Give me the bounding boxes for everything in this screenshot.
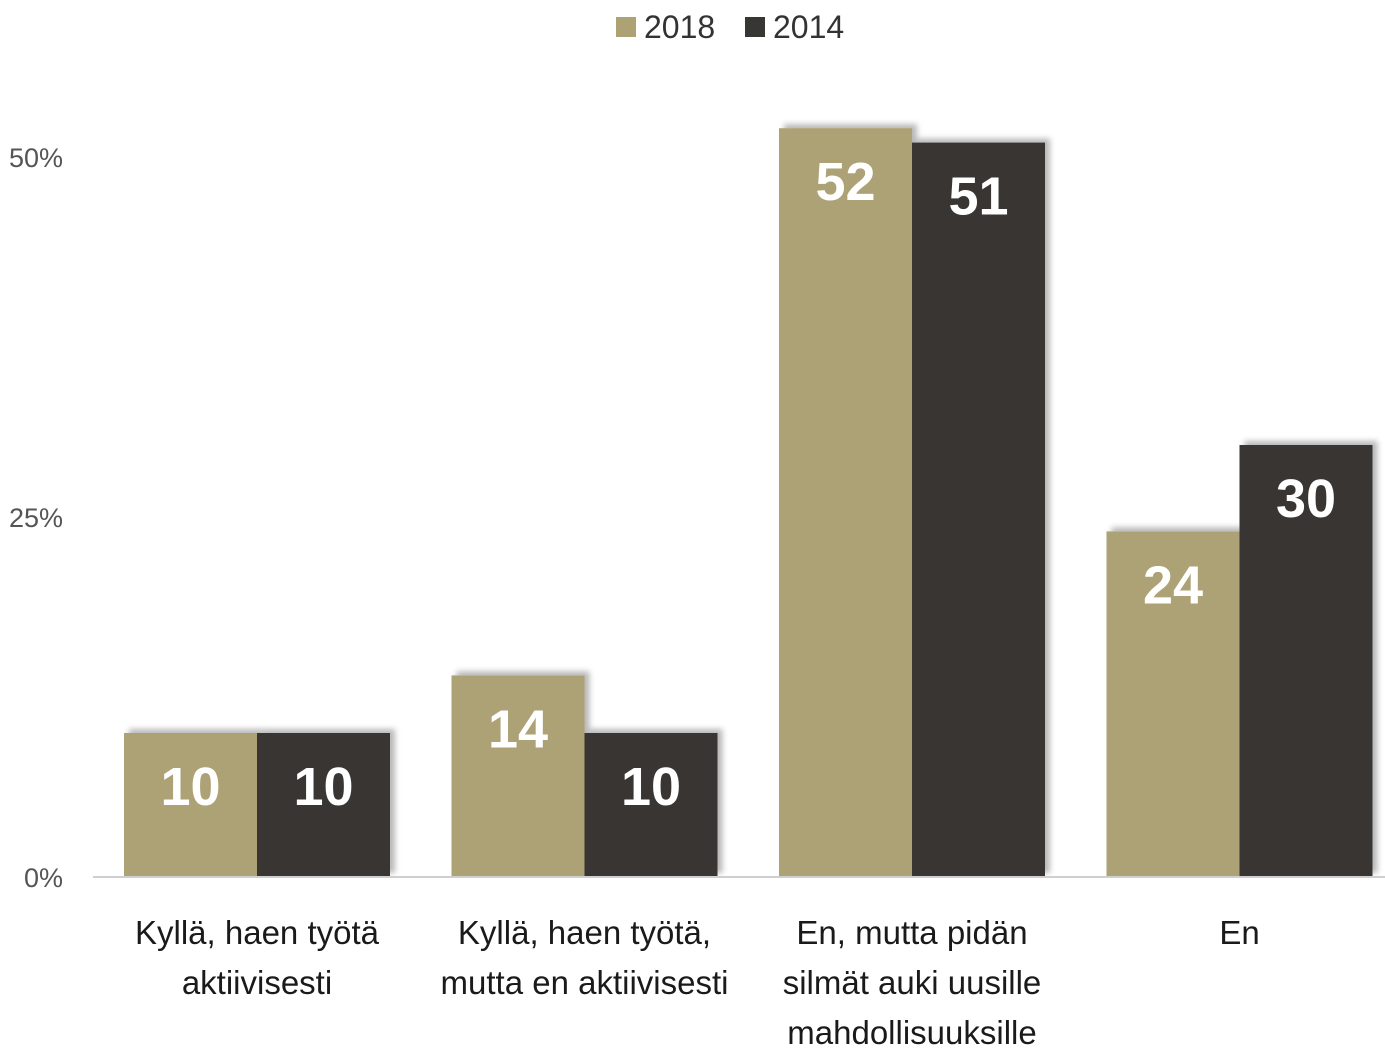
data-label: 10 [621, 757, 681, 817]
bar-2018-1 [451, 675, 585, 877]
y-tick-label: 25% [9, 503, 63, 533]
bar-2014-3 [1239, 445, 1373, 877]
category-label: En [1219, 914, 1259, 951]
data-label: 14 [488, 699, 548, 759]
bar-2018-2 [779, 128, 912, 877]
bar-2014-1 [584, 733, 718, 877]
category-label: En, mutta pidän [796, 914, 1027, 951]
category-label: mahdollisuuksille [787, 1014, 1036, 1051]
legend-swatch-2018 [616, 17, 636, 37]
data-label: 10 [293, 757, 353, 817]
data-label: 52 [815, 152, 875, 212]
legend-label: 2014 [773, 9, 844, 45]
category-label: Kyllä, haen työtä [135, 914, 380, 951]
category-label: silmät auki uusille [783, 964, 1042, 1001]
legend-label: 2018 [644, 9, 715, 45]
x-axis-categories: Kyllä, haen työtä aktiivisesti Kyllä, haen… [135, 914, 1260, 1051]
category-label: Kyllä, haen työtä, [458, 914, 711, 951]
data-label: 51 [948, 167, 1008, 227]
data-label: 24 [1143, 555, 1203, 615]
legend-swatch-2014 [745, 17, 765, 37]
y-axis: 0% 25% 50% [9, 143, 63, 893]
bar-series-group [124, 128, 1373, 878]
bar-2014-0 [257, 733, 390, 877]
bar-2018-0 [124, 733, 257, 877]
y-tick-label: 0% [24, 863, 63, 893]
bar-2018-3 [1106, 531, 1240, 877]
category-label: mutta en aktiivisesti [441, 964, 729, 1001]
bar-2014-2 [912, 142, 1045, 878]
y-tick-label: 50% [9, 143, 63, 173]
data-labels: 10 10 14 10 52 51 24 30 [160, 152, 1336, 817]
legend: 2018 2014 [616, 9, 844, 45]
category-label: aktiivisesti [182, 964, 332, 1001]
data-label: 10 [160, 757, 220, 817]
data-label: 30 [1276, 469, 1336, 529]
